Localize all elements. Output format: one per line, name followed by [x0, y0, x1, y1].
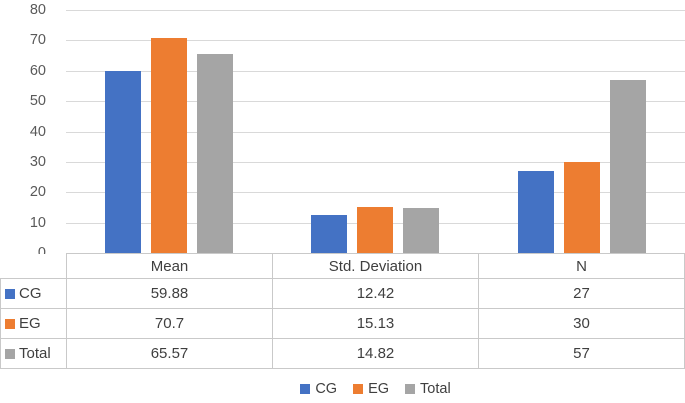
table-cell: 15.13 — [272, 308, 479, 339]
table-row: Total 65.57 14.82 57 — [0, 338, 685, 369]
row-label-text: EG — [19, 315, 41, 332]
column-header: N — [478, 253, 685, 279]
data-table-header: Mean Std. Deviation N — [0, 253, 685, 279]
gridline — [66, 10, 685, 11]
table-cell: 59.88 — [66, 278, 273, 309]
data-table-body: CG 59.88 12.42 27 EG 70.7 15.13 30 Total 65.57 14.… — [0, 278, 685, 369]
bar-eg-n — [563, 161, 600, 253]
gridline — [66, 161, 685, 163]
table-cell: 57 — [478, 338, 685, 369]
row-header: CG — [0, 278, 67, 309]
gridline — [66, 192, 685, 194]
gridline — [66, 70, 685, 72]
legend-label: CG — [315, 381, 338, 397]
table-row: CG 59.88 12.42 27 — [0, 278, 685, 309]
table-cell: 70.7 — [66, 308, 273, 339]
bar-eg-std-deviation — [357, 207, 394, 253]
series-swatch-icon — [5, 318, 15, 329]
legend-swatch-icon — [405, 384, 416, 394]
y-tick-label: 60 — [29, 62, 46, 79]
bar-total-n — [609, 79, 646, 253]
table-row: EG 70.7 15.13 30 — [0, 308, 685, 339]
y-tick-label: 30 — [29, 153, 46, 170]
y-tick-label: 10 — [29, 214, 46, 231]
series-swatch-icon — [5, 348, 15, 359]
data-table: Mean Std. Deviation N CG 59.88 12.42 27 EG 70.7… — [0, 253, 685, 369]
table-cell: 27 — [478, 278, 685, 309]
table-corner-cell — [0, 253, 67, 279]
y-tick-label: 80 — [29, 2, 46, 18]
legend: CG EG Total — [66, 381, 685, 397]
bar-cg-std-deviation — [311, 215, 348, 253]
series-swatch-icon — [5, 288, 15, 299]
gridline — [66, 40, 685, 42]
plot-area — [66, 10, 685, 254]
y-tick-label: 0 — [0, 244, 46, 262]
bar-cg-n — [517, 171, 554, 253]
table-cell: 65.57 — [66, 338, 273, 369]
column-header: Mean — [66, 253, 273, 279]
y-tick-label: 40 — [29, 123, 46, 140]
legend-label: Total — [420, 381, 451, 397]
bar-total-std-deviation — [403, 207, 440, 253]
bar-group-mean — [66, 10, 272, 253]
column-header: Std. Deviation — [272, 253, 479, 279]
chart-area: 0 10 20 30 40 50 60 70 80 — [0, 2, 685, 261]
legend-item-total: Total — [405, 381, 451, 397]
row-header: EG — [0, 308, 67, 339]
bar-eg-mean — [151, 38, 188, 253]
legend-item-cg: CG — [300, 381, 337, 397]
bar-group-n — [479, 10, 685, 253]
gridline — [66, 101, 685, 103]
y-tick-label: 70 — [29, 32, 46, 49]
table-cell: 30 — [478, 308, 685, 339]
gridline — [66, 131, 685, 133]
y-tick-label: 50 — [29, 93, 46, 110]
table-cell: 12.42 — [272, 278, 479, 309]
row-label-text: CG — [19, 285, 42, 302]
bar-total-mean — [197, 53, 234, 253]
y-axis: 0 10 20 30 40 50 60 70 80 — [0, 2, 46, 261]
y-tick-label: 20 — [29, 184, 46, 201]
row-header: Total — [0, 338, 67, 369]
legend-swatch-icon — [300, 384, 311, 394]
table-cell: 14.82 — [272, 338, 479, 369]
bar-group-std-deviation — [272, 10, 478, 253]
legend-item-eg: EG — [353, 381, 389, 397]
legend-label: EG — [368, 381, 390, 397]
legend-swatch-icon — [353, 384, 364, 394]
bar-cg-mean — [105, 71, 142, 253]
row-label-text: Total — [19, 345, 51, 362]
